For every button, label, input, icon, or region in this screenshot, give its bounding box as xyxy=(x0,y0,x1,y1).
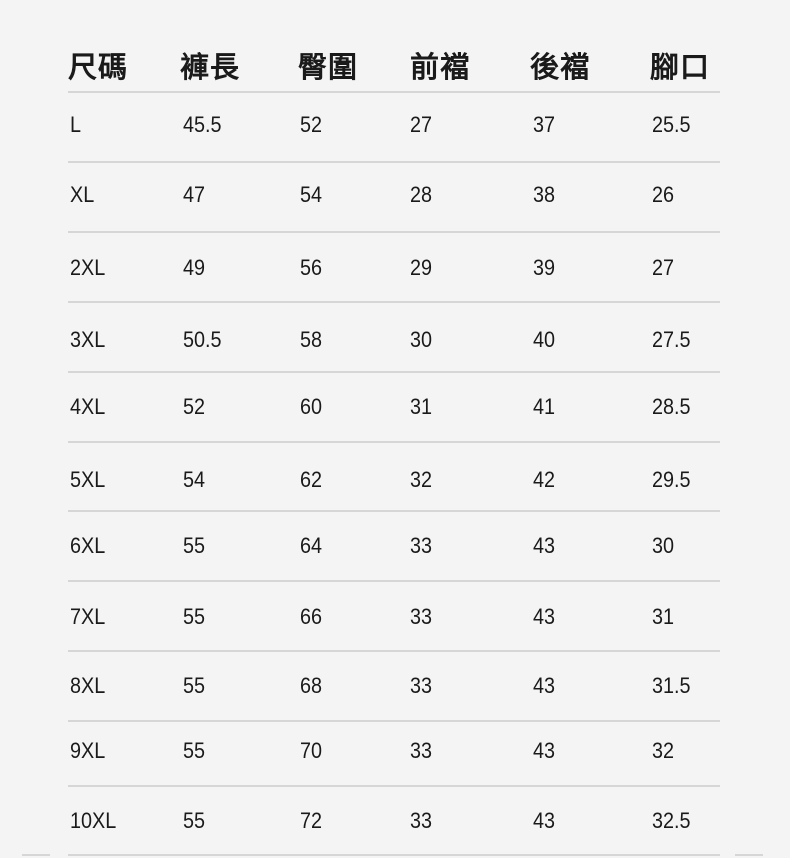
table-cell: 33 xyxy=(410,673,433,698)
table-cell: 43 xyxy=(533,673,556,698)
column-header: 後襠 xyxy=(530,50,591,84)
table-cell: 42 xyxy=(533,467,556,492)
column-header: 前襠 xyxy=(410,50,471,84)
row-divider xyxy=(68,580,720,582)
table-cell: 60 xyxy=(300,394,323,419)
table-cell: 33 xyxy=(410,738,433,763)
table-cell: 32.5 xyxy=(652,808,691,833)
table-cell: 28.5 xyxy=(652,394,691,419)
row-divider xyxy=(68,720,720,722)
table-cell: 54 xyxy=(183,467,206,492)
table-cell: 31 xyxy=(410,394,433,419)
row-divider xyxy=(68,161,720,163)
table-cell: 27 xyxy=(652,255,675,280)
size-label: 5XL xyxy=(70,467,106,492)
table-cell: 33 xyxy=(410,533,433,558)
table-cell: 47 xyxy=(183,182,206,207)
table-cell: 27 xyxy=(410,112,433,137)
table-cell: 40 xyxy=(533,327,556,352)
table-cell: 50.5 xyxy=(183,327,222,352)
table-cell: 31 xyxy=(652,604,675,629)
decorative-line xyxy=(735,854,763,856)
row-divider xyxy=(68,301,720,303)
column-header: 尺碼 xyxy=(68,50,129,84)
table-cell: 33 xyxy=(410,604,433,629)
table-cell: 66 xyxy=(300,604,323,629)
table-cell: 30 xyxy=(652,533,675,558)
size-label: 2XL xyxy=(70,255,106,280)
row-divider xyxy=(68,441,720,443)
table-cell: 32 xyxy=(652,738,675,763)
size-label: XL xyxy=(70,182,95,207)
table-cell: 55 xyxy=(183,533,206,558)
table-cell: 70 xyxy=(300,738,323,763)
table-cell: 55 xyxy=(183,808,206,833)
size-label: 3XL xyxy=(70,327,106,352)
table-cell: 43 xyxy=(533,604,556,629)
table-cell: 38 xyxy=(533,182,556,207)
row-divider xyxy=(68,785,720,787)
table-cell: 52 xyxy=(300,112,323,137)
column-header: 臀圍 xyxy=(298,50,359,84)
decorative-line xyxy=(22,854,50,856)
table-cell: 52 xyxy=(183,394,206,419)
column-header: 腳口 xyxy=(650,50,711,84)
table-cell: 26 xyxy=(652,182,675,207)
table-cell: 33 xyxy=(410,808,433,833)
table-cell: 29 xyxy=(410,255,433,280)
row-divider xyxy=(68,371,720,373)
table-cell: 39 xyxy=(533,255,556,280)
size-label: 10XL xyxy=(70,808,117,833)
table-cell: 64 xyxy=(300,533,323,558)
table-cell: 62 xyxy=(300,467,323,492)
row-divider xyxy=(68,650,720,652)
row-divider xyxy=(68,231,720,233)
table-cell: 25.5 xyxy=(652,112,691,137)
table-cell: 72 xyxy=(300,808,323,833)
table-cell: 55 xyxy=(183,738,206,763)
table-cell: 54 xyxy=(300,182,323,207)
table-cell: 68 xyxy=(300,673,323,698)
size-label: 9XL xyxy=(70,738,106,763)
table-cell: 30 xyxy=(410,327,433,352)
size-label: 8XL xyxy=(70,673,106,698)
size-label: 7XL xyxy=(70,604,106,629)
table-cell: 27.5 xyxy=(652,327,691,352)
table-cell: 55 xyxy=(183,673,206,698)
table-cell: 58 xyxy=(300,327,323,352)
table-cell: 29.5 xyxy=(652,467,691,492)
row-divider xyxy=(68,854,720,856)
table-cell: 49 xyxy=(183,255,206,280)
table-cell: 32 xyxy=(410,467,433,492)
row-divider xyxy=(68,510,720,512)
size-label: 4XL xyxy=(70,394,106,419)
table-cell: 56 xyxy=(300,255,323,280)
column-header: 褲長 xyxy=(180,50,241,84)
table-cell: 45.5 xyxy=(183,112,222,137)
table-cell: 28 xyxy=(410,182,433,207)
row-divider xyxy=(68,91,720,93)
table-cell: 55 xyxy=(183,604,206,629)
table-cell: 31.5 xyxy=(652,673,691,698)
table-cell: 37 xyxy=(533,112,556,137)
size-label: L xyxy=(70,112,82,137)
table-cell: 43 xyxy=(533,533,556,558)
table-cell: 41 xyxy=(533,394,556,419)
size-label: 6XL xyxy=(70,533,106,558)
table-cell: 43 xyxy=(533,738,556,763)
table-cell: 43 xyxy=(533,808,556,833)
